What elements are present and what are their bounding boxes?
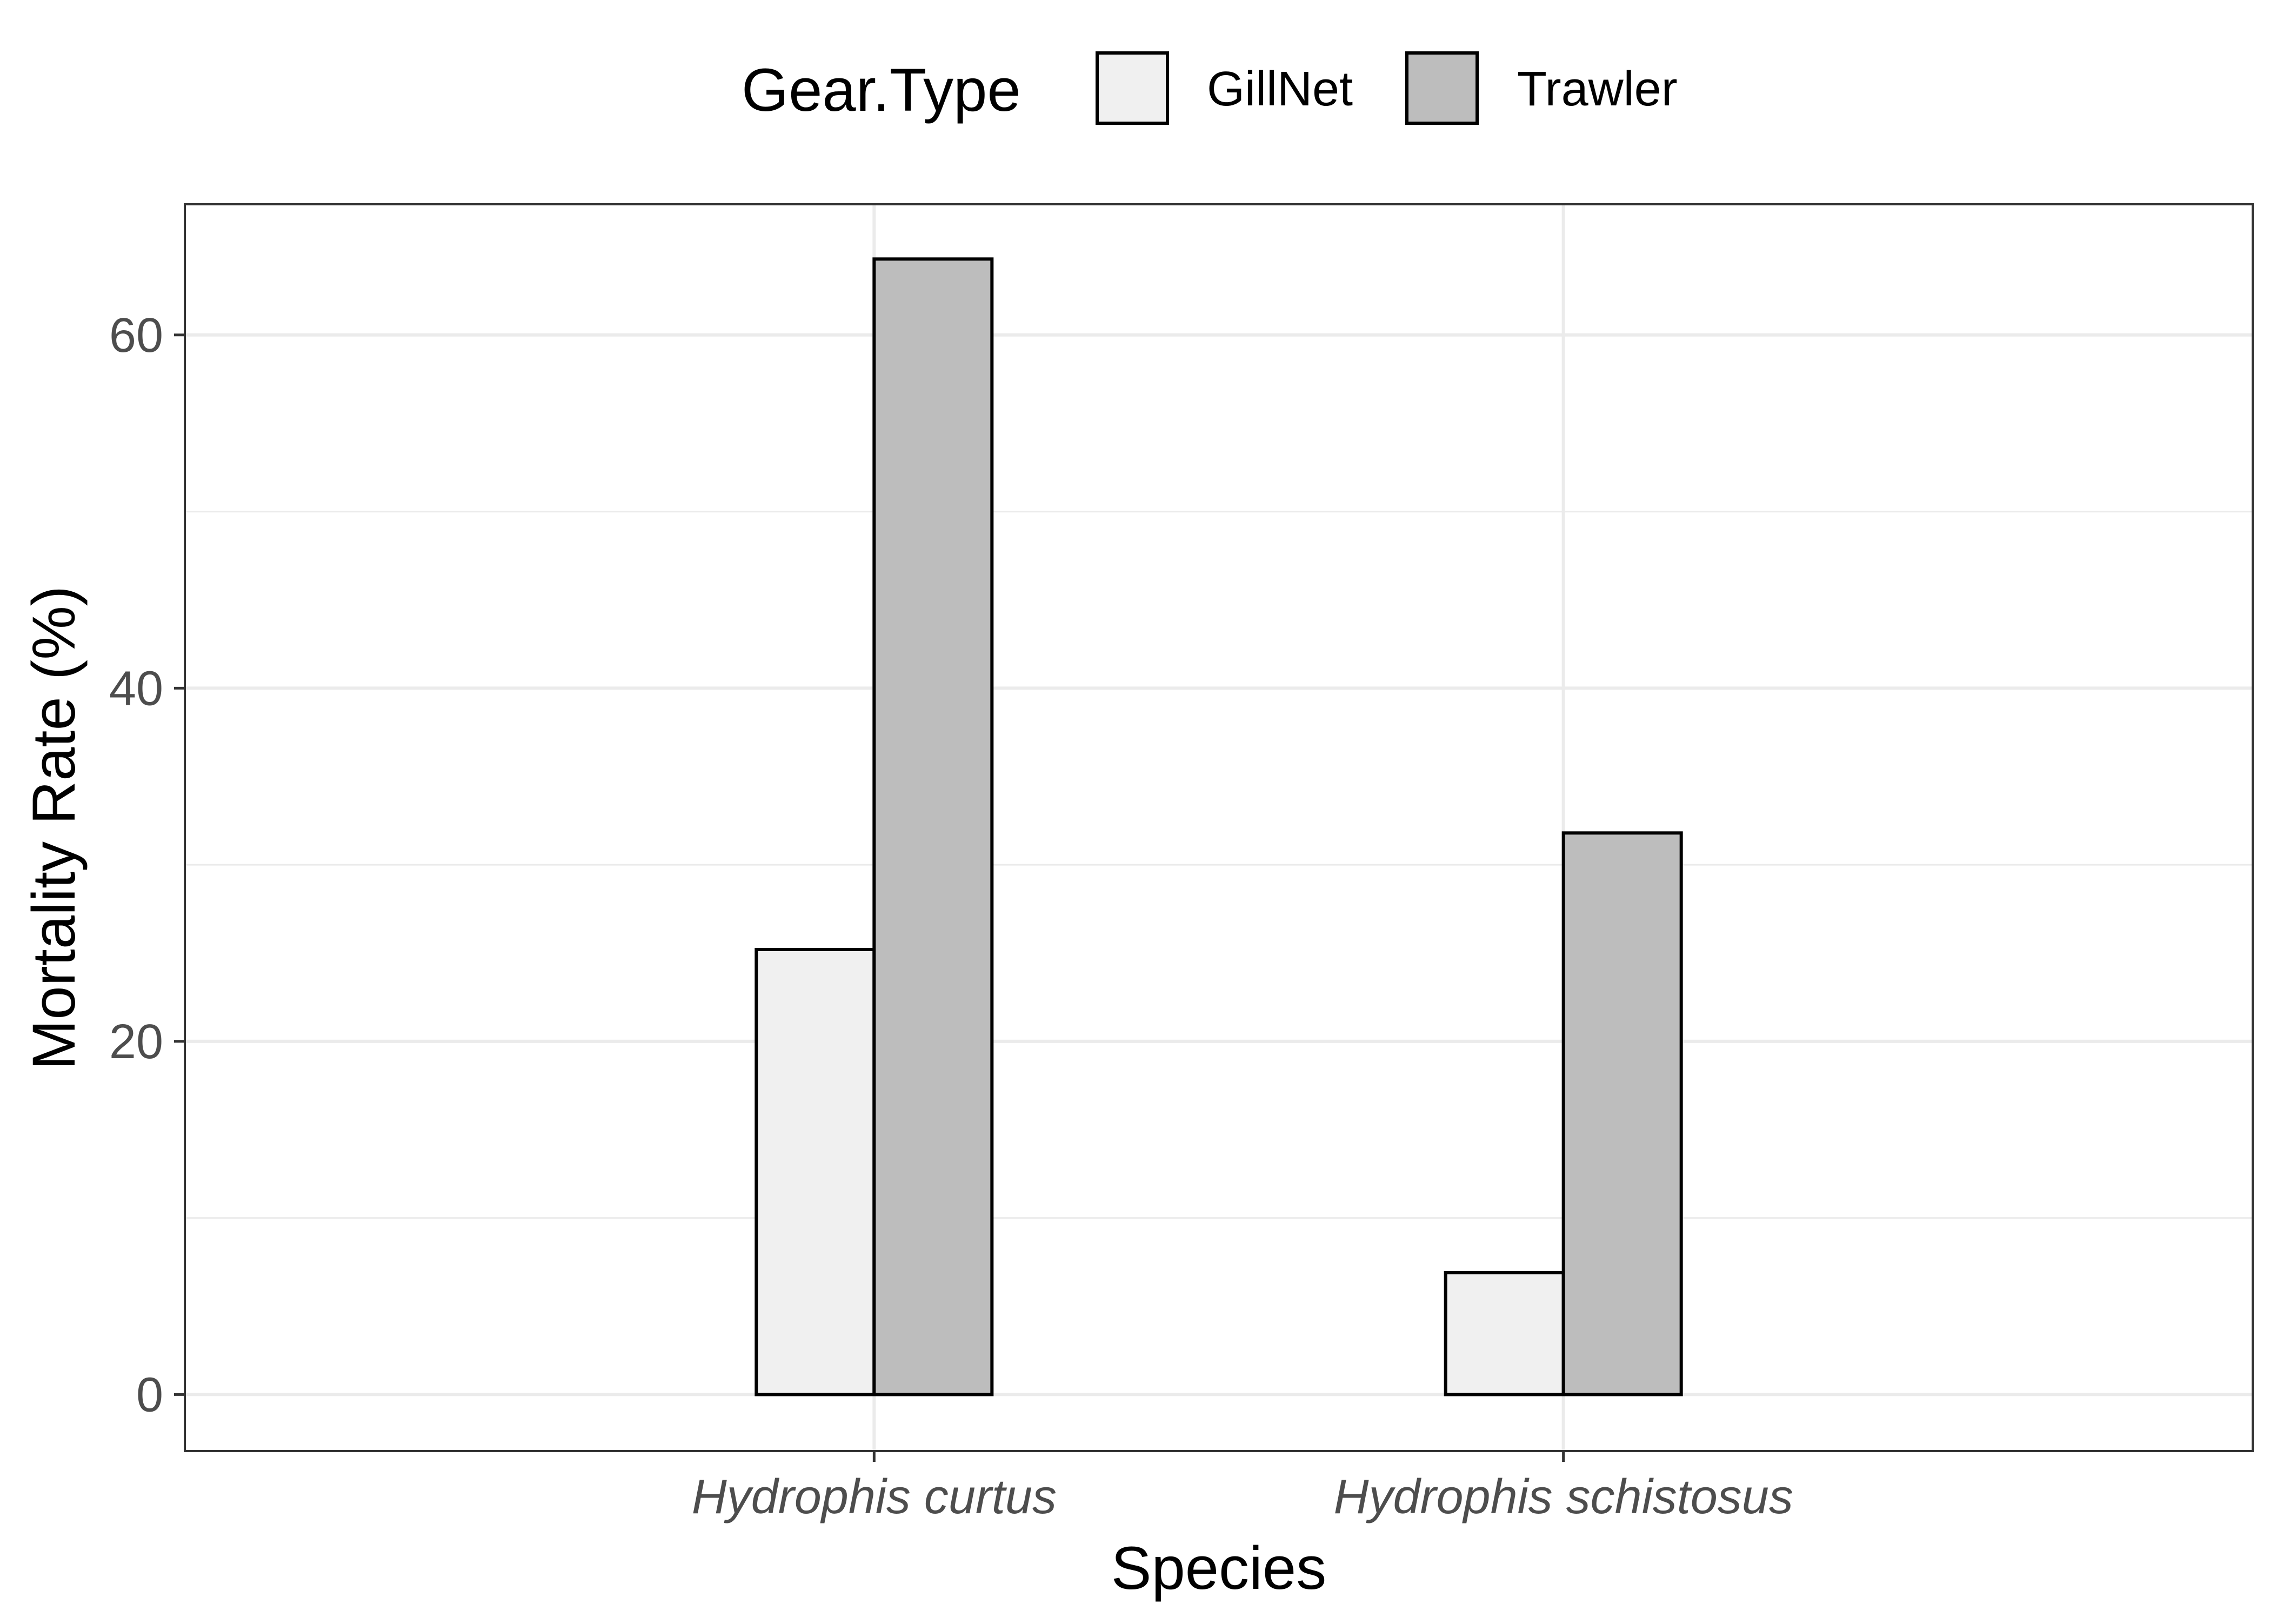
x-axis-title: Species [1111, 1534, 1326, 1602]
bars [755, 257, 1683, 1396]
x-tick-label: Hydrophis schistosus [1333, 1470, 1793, 1524]
legend-key-gillnet [1096, 51, 1169, 125]
axes: 0 20 40 60 Hydrophis curtus Hydrophis schisto… [109, 203, 2254, 1524]
bar-gillnet-1 [755, 947, 876, 1396]
legend-title: Gear.Type [742, 56, 1021, 124]
bar-trawler-1 [872, 257, 994, 1396]
y-tick-label: 20 [109, 1015, 163, 1069]
grid-lines [185, 204, 2253, 1451]
x-tick-label: Hydrophis curtus [692, 1470, 1057, 1524]
y-axis-title: Mortality Rate (%) [20, 586, 88, 1070]
y-tick-label: 60 [109, 309, 163, 363]
plot-panel-border [184, 203, 2254, 1452]
legend-key-trawler [1405, 51, 1479, 125]
legend-label-trawler: Trawler [1517, 62, 1678, 116]
y-tick-label: 0 [136, 1368, 163, 1422]
legend: GillNet Trawler [1096, 51, 1678, 125]
bar-gillnet-2 [1444, 1271, 1565, 1396]
legend-label-gillnet: GillNet [1207, 62, 1353, 116]
plot-panel-background [185, 204, 2253, 1451]
y-tick-label: 40 [109, 661, 163, 716]
bar-trawler-2 [1561, 831, 1683, 1396]
